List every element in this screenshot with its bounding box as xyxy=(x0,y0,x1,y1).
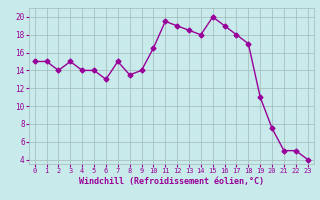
X-axis label: Windchill (Refroidissement éolien,°C): Windchill (Refroidissement éolien,°C) xyxy=(79,177,264,186)
